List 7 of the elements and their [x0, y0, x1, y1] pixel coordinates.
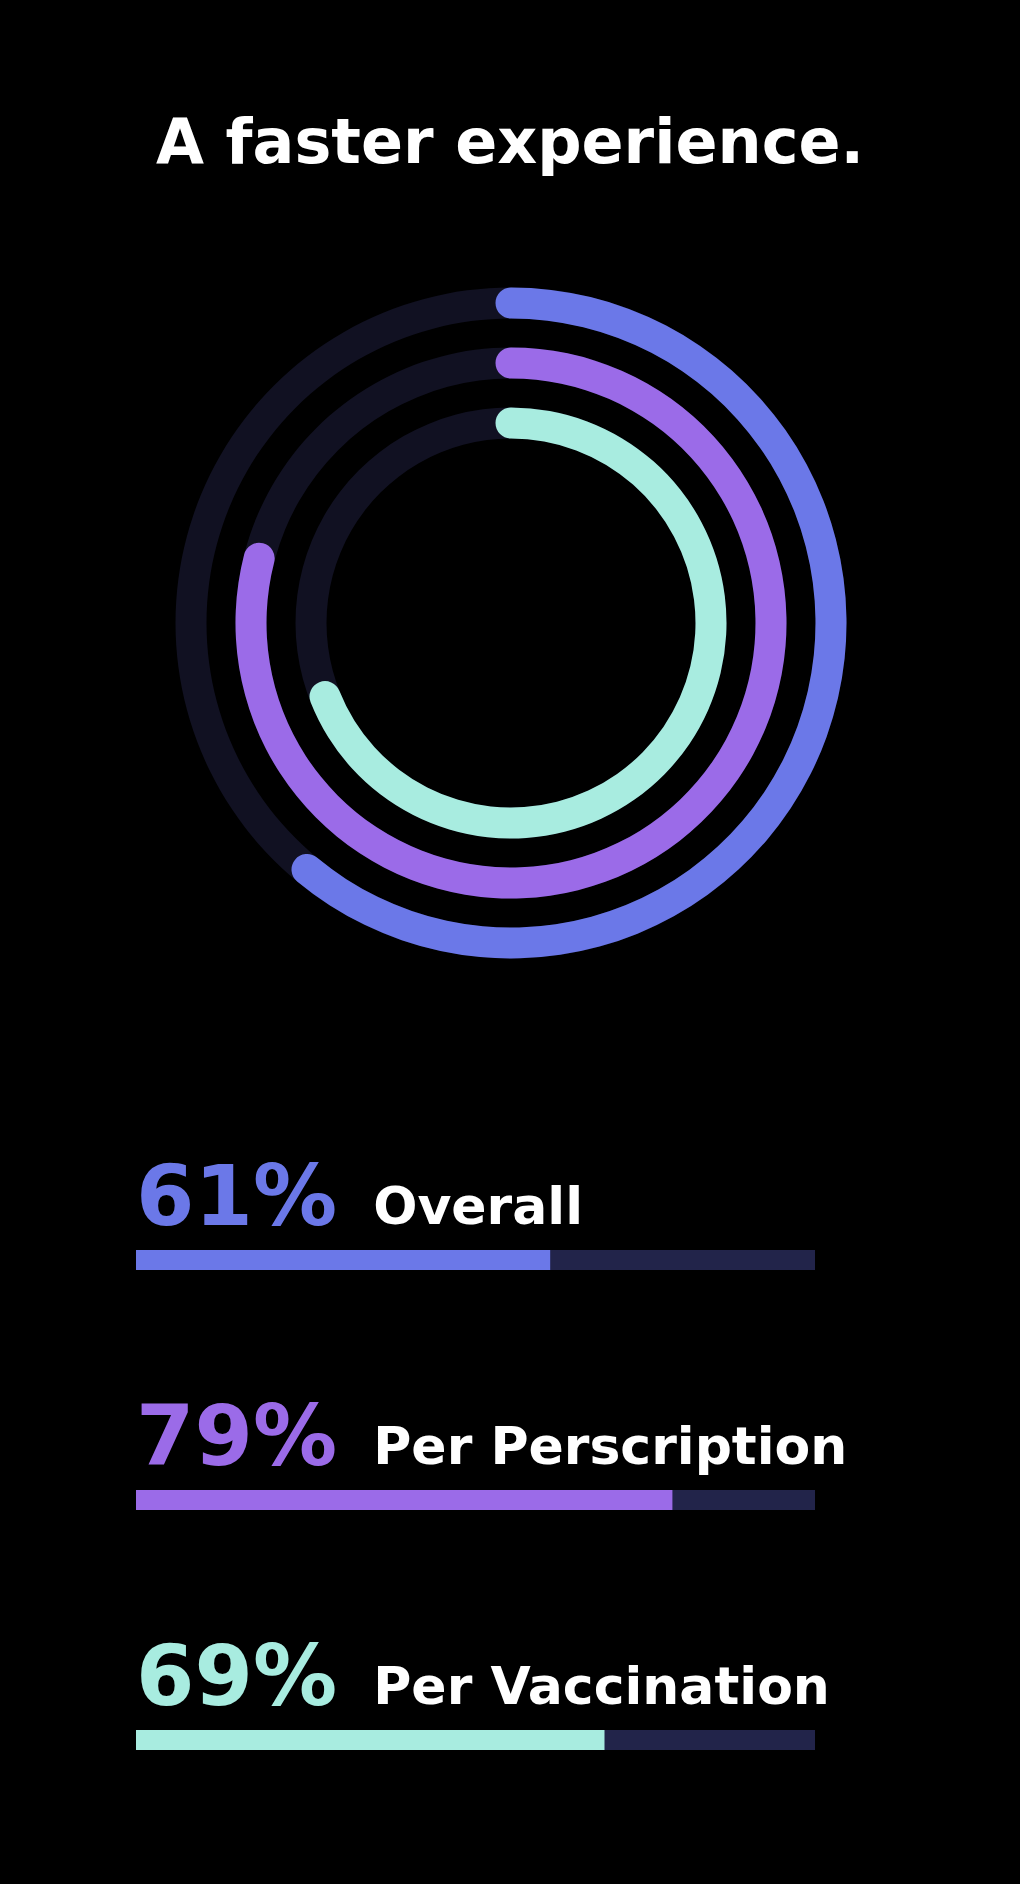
data-label: 79% — [136, 1387, 338, 1485]
y-tick-label: Per Vaccination — [337, 1656, 830, 1716]
data-label: 61% — [136, 1147, 338, 1245]
data-label: 69% — [136, 1627, 338, 1725]
y-tick-label: Overall — [337, 1176, 584, 1236]
y-tick-label: Per Perscription — [337, 1416, 848, 1476]
chart-title: A faster experience. — [156, 104, 864, 178]
